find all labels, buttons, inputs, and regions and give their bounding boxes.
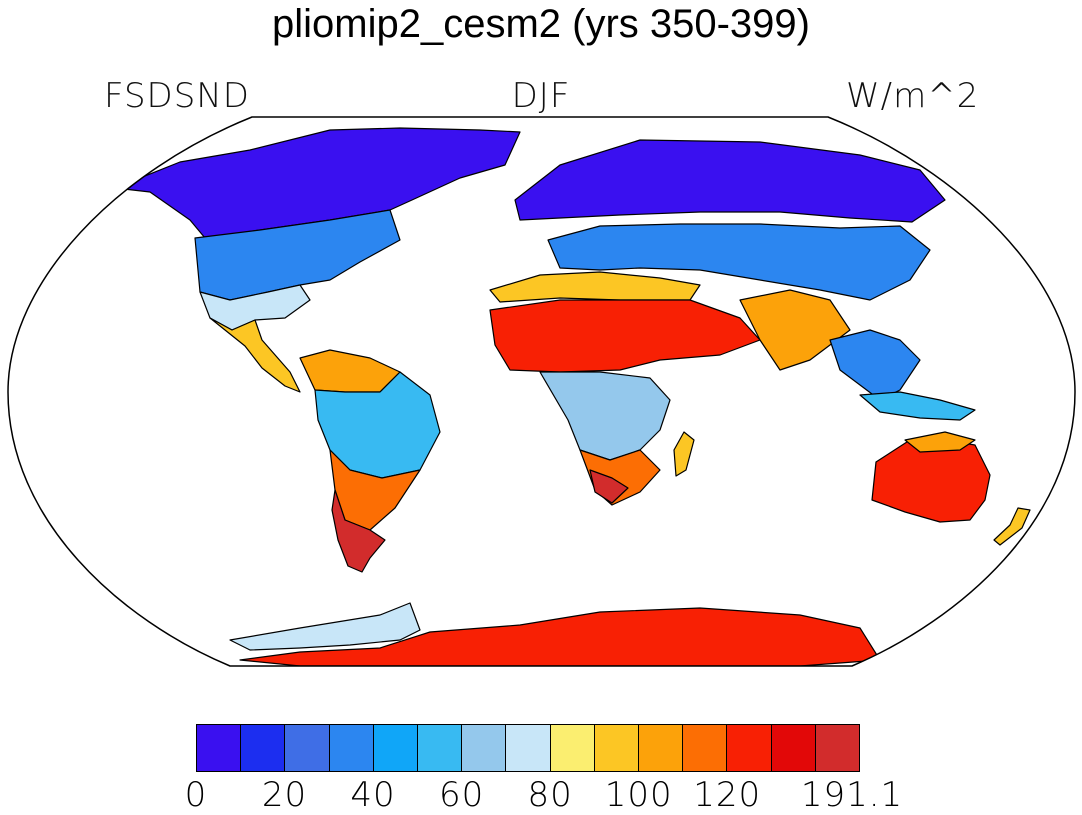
colorbar-bin (329, 725, 374, 771)
colorbar-tick-label: 60 (438, 775, 485, 815)
page-title: pliomip2_cesm2 (yrs 350-399) (271, 2, 810, 46)
region-northern-south-america (299, 349, 401, 393)
region-antarctica-interior (239, 607, 881, 666)
colorbar-bin (197, 725, 242, 771)
region-central-africa (539, 371, 671, 461)
colorbar-bin (639, 725, 684, 771)
region-madagascar (673, 431, 695, 477)
colorbar-tick-label: 40 (350, 775, 396, 815)
region-southern-south-america (331, 489, 386, 573)
region-europe-central-asia (547, 223, 931, 301)
region-amazon (314, 371, 441, 479)
region-antarctic-peninsula (229, 602, 421, 651)
region-australia-north (904, 431, 976, 453)
colorbar-tick-label: 100 (604, 775, 673, 815)
colorbar-tick-label: 191.1 (800, 775, 904, 815)
colorbar-bin (285, 725, 330, 771)
region-south-asia (739, 289, 851, 371)
region-mediterranean (489, 271, 701, 303)
units-label: W/m^2 (846, 76, 980, 116)
colorbar-bin (771, 725, 816, 771)
variable-label: FSDSND (104, 76, 250, 116)
globe-outline (7, 116, 1076, 667)
colorbar-tick-label: 120 (693, 775, 762, 815)
colorbar-bin (727, 725, 772, 771)
region-southeast-asia (829, 329, 921, 401)
region-northern-eurasia (514, 139, 946, 223)
colorbar-bin (506, 725, 551, 771)
region-sahara-arabia (489, 299, 761, 373)
colorbar-bin (594, 725, 640, 771)
region-new-zealand (993, 507, 1031, 546)
colorbar-bin (418, 725, 463, 771)
colorbar-tick-label: 80 (527, 775, 573, 815)
colorbar-tick-label: 0 (184, 775, 208, 815)
colorbar-bin (815, 725, 860, 771)
colorbar-tick-label: 20 (261, 775, 308, 815)
season-label: DJF (511, 76, 571, 116)
colorbar (196, 724, 860, 772)
region-arctic-north-america (114, 127, 521, 239)
region-maritime-asia (859, 391, 976, 421)
colorbar-bin (462, 725, 507, 771)
colorbar-bin (241, 725, 286, 771)
region-australia (871, 439, 991, 523)
colorbar-bin (373, 725, 419, 771)
colorbar-bin (683, 725, 728, 771)
region-mexico (209, 317, 301, 393)
colorbar-bin (550, 725, 595, 771)
world-map (7, 116, 1076, 667)
region-south-africa-core (589, 469, 629, 504)
